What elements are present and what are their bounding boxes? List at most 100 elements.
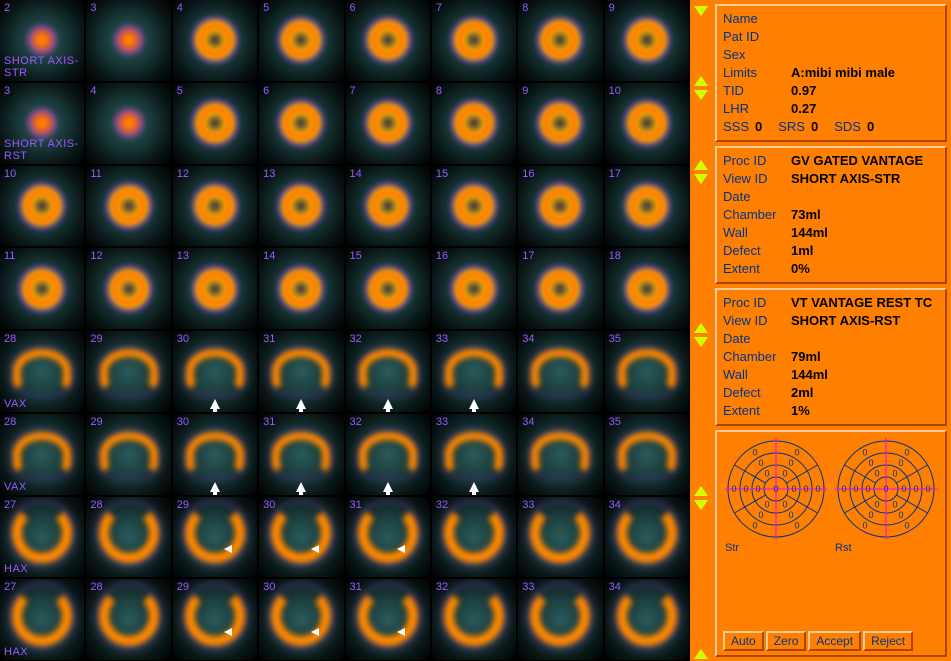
scan-slice[interactable]: 34 bbox=[518, 331, 603, 413]
label-name: Name bbox=[723, 10, 791, 28]
scan-slice[interactable]: 31 bbox=[259, 331, 344, 413]
bullseye-stress[interactable]: 0000000000000000000 Str bbox=[725, 438, 827, 627]
scan-slice[interactable]: 8 bbox=[432, 83, 517, 165]
svg-text:0: 0 bbox=[841, 484, 846, 494]
scan-slice[interactable]: 10 bbox=[0, 166, 85, 248]
scan-slice[interactable]: 13 bbox=[173, 248, 258, 330]
slice-number: 10 bbox=[4, 168, 16, 180]
row-label: VAX bbox=[4, 398, 27, 410]
scan-slice[interactable]: 34 bbox=[605, 497, 690, 579]
proc-panel-1: Proc IDGV GATED VANTAGE View IDSHORT AXI… bbox=[715, 146, 947, 284]
scan-slice[interactable]: 2SHORT AXIS-STR bbox=[0, 0, 85, 82]
reject-button[interactable]: Reject bbox=[863, 631, 913, 651]
scan-slice[interactable]: 29 bbox=[173, 579, 258, 661]
marker-icon bbox=[694, 90, 708, 100]
scan-slice[interactable]: 30 bbox=[173, 414, 258, 496]
scan-slice[interactable]: 9 bbox=[518, 83, 603, 165]
svg-text:0: 0 bbox=[788, 458, 793, 468]
bullseye-rest[interactable]: 0000000000000000000 Rst bbox=[835, 438, 937, 627]
svg-text:0: 0 bbox=[764, 468, 769, 478]
svg-text:0: 0 bbox=[898, 458, 903, 468]
scan-slice[interactable]: 14 bbox=[259, 248, 344, 330]
arrow-up-icon bbox=[210, 399, 220, 409]
scan-slice[interactable]: 29 bbox=[86, 414, 171, 496]
scan-slice[interactable]: 33 bbox=[432, 414, 517, 496]
scan-slice[interactable]: 16 bbox=[432, 248, 517, 330]
scan-slice[interactable]: 18 bbox=[605, 248, 690, 330]
scan-slice[interactable]: 28VAX bbox=[0, 331, 85, 413]
scan-slice[interactable]: 33 bbox=[432, 331, 517, 413]
svg-text:0: 0 bbox=[862, 520, 867, 530]
scan-slice[interactable]: 8 bbox=[518, 0, 603, 82]
scan-slice[interactable]: 32 bbox=[346, 414, 431, 496]
scan-slice[interactable]: 16 bbox=[518, 166, 603, 248]
scan-slice[interactable]: 7 bbox=[432, 0, 517, 82]
auto-button[interactable]: Auto bbox=[723, 631, 764, 651]
slice-number: 17 bbox=[522, 250, 534, 262]
scan-slice[interactable]: 10 bbox=[605, 83, 690, 165]
scan-slice[interactable]: 31 bbox=[259, 414, 344, 496]
slice-number: 30 bbox=[177, 416, 189, 428]
scan-slice[interactable]: 33 bbox=[518, 497, 603, 579]
accept-button[interactable]: Accept bbox=[808, 631, 861, 651]
slider-strip[interactable] bbox=[690, 0, 711, 661]
scan-slice[interactable]: 34 bbox=[605, 579, 690, 661]
polar-map-panel: 0000000000000000000 Str 0000000000000000… bbox=[715, 430, 947, 657]
scan-slice[interactable]: 31 bbox=[346, 497, 431, 579]
value-sds: 0 bbox=[867, 118, 874, 136]
label-viewid: View ID bbox=[723, 170, 791, 188]
scan-slice[interactable]: 5 bbox=[259, 0, 344, 82]
slice-number: 8 bbox=[436, 85, 442, 97]
scan-slice[interactable]: 11 bbox=[0, 248, 85, 330]
scan-slice[interactable]: 15 bbox=[346, 248, 431, 330]
svg-text:0: 0 bbox=[758, 510, 763, 520]
zero-button[interactable]: Zero bbox=[766, 631, 807, 651]
value-chamber: 73ml bbox=[791, 206, 821, 224]
scan-slice[interactable]: 33 bbox=[518, 579, 603, 661]
scan-slice[interactable]: 4 bbox=[173, 0, 258, 82]
scan-slice[interactable]: 6 bbox=[259, 83, 344, 165]
scan-slice[interactable]: 28 bbox=[86, 579, 171, 661]
scan-slice[interactable]: 35 bbox=[605, 331, 690, 413]
label-sds: SDS bbox=[834, 118, 861, 136]
scan-slice[interactable]: 12 bbox=[86, 248, 171, 330]
scan-slice[interactable]: 32 bbox=[432, 497, 517, 579]
scan-slice[interactable]: 34 bbox=[518, 414, 603, 496]
scan-slice[interactable]: 30 bbox=[259, 579, 344, 661]
scan-slice[interactable]: 11 bbox=[86, 166, 171, 248]
svg-text:0: 0 bbox=[904, 520, 909, 530]
scan-slice[interactable]: 4 bbox=[86, 83, 171, 165]
scan-slice[interactable]: 17 bbox=[605, 166, 690, 248]
scan-slice[interactable]: 29 bbox=[86, 331, 171, 413]
scan-slice[interactable]: 27HAX bbox=[0, 579, 85, 661]
scan-slice[interactable]: 32 bbox=[432, 579, 517, 661]
scan-slice[interactable]: 29 bbox=[173, 497, 258, 579]
scan-slice[interactable]: 17 bbox=[518, 248, 603, 330]
label-procid: Proc ID bbox=[723, 294, 791, 312]
scan-slice[interactable]: 7 bbox=[346, 83, 431, 165]
scan-slice[interactable]: 28 bbox=[86, 497, 171, 579]
slice-number: 13 bbox=[263, 168, 275, 180]
scan-slice[interactable]: 32 bbox=[346, 331, 431, 413]
scan-slice[interactable]: 27HAX bbox=[0, 497, 85, 579]
bullseye-label-rst: Rst bbox=[835, 542, 937, 554]
scan-slice[interactable]: 35 bbox=[605, 414, 690, 496]
label-defect: Defect bbox=[723, 242, 791, 260]
scan-slice[interactable]: 30 bbox=[259, 497, 344, 579]
scan-slice[interactable]: 3 bbox=[86, 0, 171, 82]
scan-slice[interactable]: 6 bbox=[346, 0, 431, 82]
scan-slice[interactable]: 30 bbox=[173, 331, 258, 413]
slice-number: 32 bbox=[436, 499, 448, 511]
scan-slice[interactable]: 3SHORT AXIS-RST bbox=[0, 83, 85, 165]
scan-slice[interactable]: 15 bbox=[432, 166, 517, 248]
label-chamber: Chamber bbox=[723, 348, 791, 366]
scan-slice[interactable]: 13 bbox=[259, 166, 344, 248]
scan-slice[interactable]: 31 bbox=[346, 579, 431, 661]
scan-slice[interactable]: 9 bbox=[605, 0, 690, 82]
row-label: VAX bbox=[4, 481, 27, 493]
scan-slice[interactable]: 14 bbox=[346, 166, 431, 248]
scan-slice[interactable]: 28VAX bbox=[0, 414, 85, 496]
arrow-left-icon bbox=[397, 545, 405, 553]
scan-slice[interactable]: 5 bbox=[173, 83, 258, 165]
scan-slice[interactable]: 12 bbox=[173, 166, 258, 248]
